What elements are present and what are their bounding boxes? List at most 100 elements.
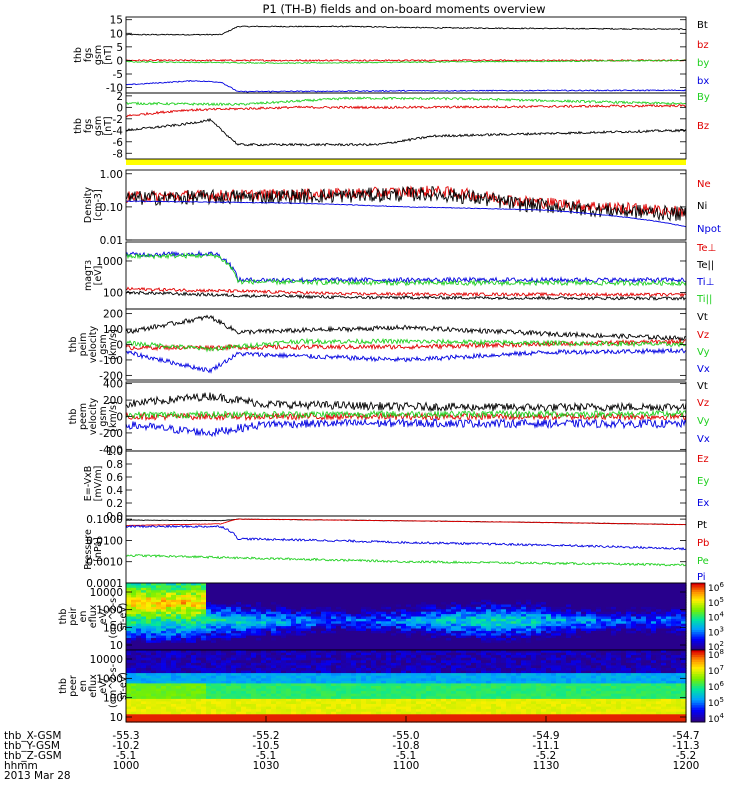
heatmap-cell [386,587,392,591]
heatmap-cell [286,714,292,718]
heatmap-cell [226,686,232,690]
heatmap-cell [171,688,177,692]
heatmap-cell [301,630,307,634]
heatmap-cell [181,642,187,646]
heatmap-cell [381,652,387,656]
heatmap-cell [346,587,352,591]
heatmap-cell [381,587,387,591]
heatmap-cell [276,585,282,589]
heatmap-cell [371,614,377,618]
heatmap-cell [561,621,567,625]
heatmap-cell [436,585,442,589]
heatmap-cell [266,714,272,718]
heatmap-cell [636,642,642,646]
heatmap-cell [356,611,362,615]
heatmap-cell [376,683,382,687]
panel-frame [125,450,687,517]
heatmap-cell [506,587,512,591]
heatmap-cell [376,680,382,685]
heatmap-cell [316,668,322,672]
heatmap-cell [466,592,472,596]
heatmap-cell [571,638,577,641]
heatmap-cell [246,597,252,601]
heatmap-cell [546,640,552,644]
heatmap-cell [216,711,222,715]
heatmap-cell [266,635,272,639]
heatmap-cell [316,585,322,589]
heatmap-cell [156,668,162,672]
heatmap-cell [641,645,647,649]
heatmap-cell [586,630,592,634]
heatmap-cell [581,626,587,630]
heatmap-cell [571,602,577,606]
heatmap-cell [391,696,397,700]
heatmap-cell [446,585,452,589]
heatmap-cell [391,640,397,644]
heatmap-cell [381,693,387,697]
heatmap-cell [306,647,312,651]
heatmap-cell [176,587,182,591]
heatmap-cell [291,645,297,649]
heatmap-cell [576,640,582,644]
heatmap-cell [601,595,607,598]
heatmap-cell [206,680,212,685]
heatmap-cell [406,602,412,606]
heatmap-cell [636,616,642,620]
heatmap-cell [566,590,572,594]
heatmap-cell [191,587,197,591]
heatmap-cell [151,616,157,620]
heatmap-cell [401,587,407,591]
heatmap-cell [461,583,467,586]
heatmap-cell [456,626,462,630]
heatmap-cell [216,590,222,594]
heatmap-cell [391,642,397,646]
heatmap-cell [676,606,682,610]
heatmap-cell [521,618,527,622]
heatmap-cell [331,686,337,690]
heatmap-cell [521,604,527,608]
heatmap-cell [476,614,482,618]
y-tick-label: 0.0100 [86,535,123,547]
heatmap-cell [601,597,607,601]
heatmap-cell [406,587,412,591]
heatmap-cell [396,592,402,596]
y-tick-label: 0.4 [106,485,123,497]
heatmap-cell [381,709,387,713]
heatmap-cell [411,597,417,601]
heatmap-cell [521,635,527,639]
heatmap-cell [276,686,282,690]
heatmap-cell [616,592,622,596]
heatmap-cell [361,618,367,622]
heatmap-cell [181,660,187,664]
heatmap-cell [276,657,282,661]
heatmap-cell [541,606,547,610]
heatmap-cell [371,698,377,703]
heatmap-cell [611,642,617,646]
heatmap-cell [336,642,342,646]
heatmap-cell [346,599,352,603]
heatmap-cell [191,650,197,654]
heatmap-cell [541,592,547,596]
heatmap-cell [376,583,382,586]
heatmap-cell [321,696,327,700]
heatmap-cell [196,633,202,637]
legend-entry: Ex [697,498,709,509]
heatmap-cell [471,597,477,601]
heatmap-cell [271,606,277,610]
heatmap-cell [151,621,157,625]
heatmap-cell [551,597,557,601]
heatmap-cell [166,655,172,659]
heatmap-cell [461,618,467,622]
heatmap-cell [136,701,142,705]
heatmap-cell [226,693,232,697]
heatmap-cell [586,609,592,613]
heatmap-cell [376,704,382,708]
heatmap-cell [441,633,447,637]
heatmap-cell [641,595,647,598]
legend-entry: Pb [697,538,709,549]
heatmap-cell [366,670,372,674]
y-tick-label: 100 [103,288,123,300]
heatmap-cell [566,587,572,591]
heatmap-cell [126,640,132,644]
heatmap-cell [386,647,392,651]
